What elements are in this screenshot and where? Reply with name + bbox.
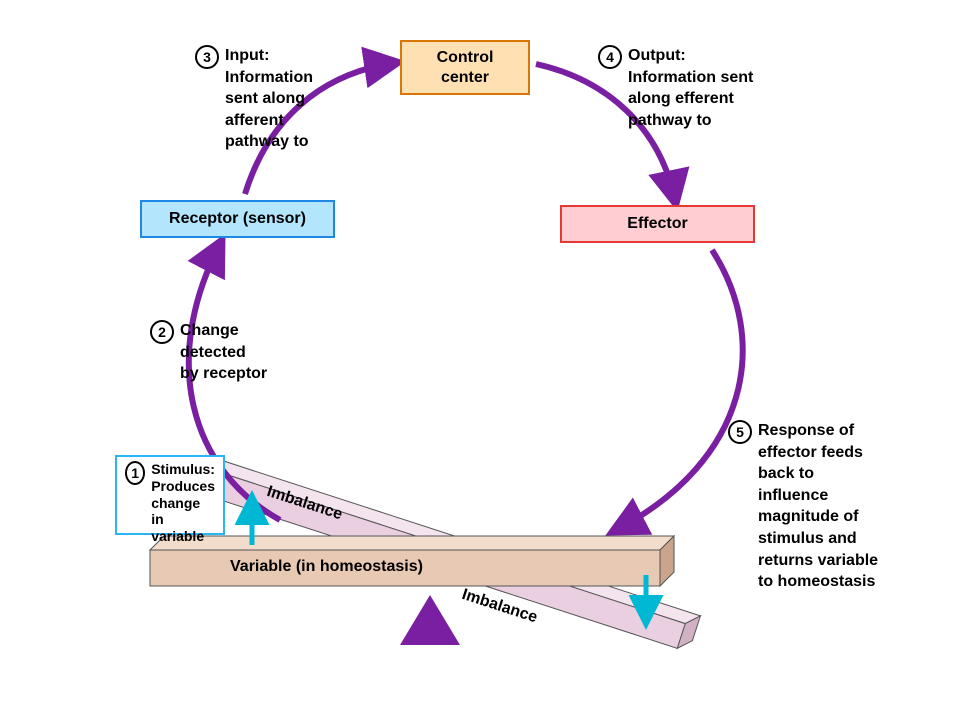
svg-layer [0, 0, 960, 720]
receptor-box: Receptor (sensor) [140, 200, 335, 238]
step-5-number: 5 [728, 420, 752, 444]
step-3-text: Input: Information sent along afferent p… [225, 45, 313, 153]
effector-box: Effector [560, 205, 755, 243]
step-1-number: 1 [125, 461, 145, 485]
stimulus-text: Stimulus: Produces change in variable [151, 461, 215, 545]
step-3-number: 3 [195, 45, 219, 69]
step-4-number: 4 [598, 45, 622, 69]
step-3-label: 3Input: Information sent along afferent … [195, 45, 313, 153]
effector-text: Effector [627, 214, 687, 233]
control-center-box: Control center [400, 40, 530, 95]
step-4-text: Output: Information sent along efferent … [628, 45, 753, 131]
step-5-text: Response of effector feeds back to influ… [758, 420, 878, 593]
step-2-text: Change detected by receptor [180, 320, 267, 385]
diagram-stage: Control center Receptor (sensor) Effecto… [0, 0, 960, 720]
receptor-text: Receptor (sensor) [169, 209, 306, 228]
step-2-label: 2Change detected by receptor [150, 320, 267, 385]
step-2-number: 2 [150, 320, 174, 344]
step-4-label: 4Output: Information sent along efferent… [598, 45, 753, 131]
step-5-label: 5Response of effector feeds back to infl… [728, 420, 878, 593]
control-center-text: Control center [437, 48, 494, 86]
variable-bar-text: Variable (in homeostasis) [230, 558, 423, 576]
stimulus-box: 1 Stimulus: Produces change in variable [115, 455, 225, 535]
